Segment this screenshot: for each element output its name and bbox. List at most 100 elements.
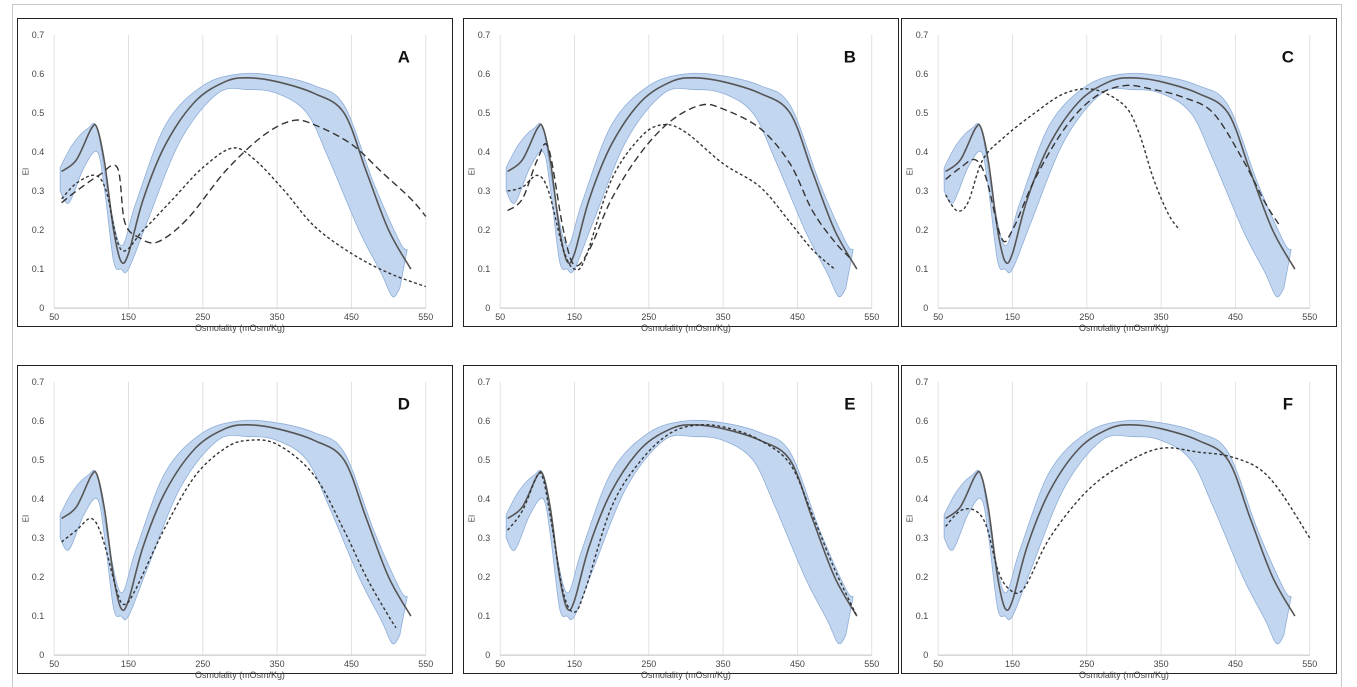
y-tick-label: 0.6 [478, 69, 490, 79]
y-tick-label: 0.7 [478, 30, 490, 40]
x-tick-label: 450 [790, 312, 805, 322]
y-tick-label: 0.3 [32, 533, 44, 543]
reference-band [59, 72, 408, 298]
x-tick-label: 550 [864, 659, 879, 669]
y-tick-label: 0 [39, 303, 44, 313]
x-tick-label: 550 [418, 312, 433, 322]
reference-median-line [507, 77, 858, 270]
x-tick-label: 550 [1302, 312, 1317, 322]
y-tick-label: 0.5 [916, 455, 928, 465]
y-tick-label: 0.1 [916, 264, 928, 274]
y-tick-label: 0.2 [916, 225, 928, 235]
x-tick-label: 250 [641, 659, 656, 669]
y-tick-label: 0 [39, 650, 44, 660]
y-tick-label: 0.2 [916, 572, 928, 582]
x-tick-label: 350 [716, 659, 731, 669]
series-line-short-dash [507, 123, 836, 271]
panel-label-e: E [844, 395, 855, 414]
x-tick-label: 250 [1079, 312, 1094, 322]
y-axis-label: EI [467, 168, 476, 176]
y-axis-label: EI [467, 515, 476, 523]
y-tick-label: 0.2 [32, 572, 44, 582]
y-tick-label: 0.2 [32, 225, 44, 235]
y-tick-label: 0.5 [32, 108, 44, 118]
x-tick-label: 450 [1228, 659, 1243, 669]
y-tick-label: 0.4 [478, 494, 490, 504]
figure-frame [12, 4, 1342, 687]
x-tick-label: 50 [933, 312, 943, 322]
x-tick-label: 150 [121, 312, 136, 322]
reference-median-line [945, 424, 1296, 617]
y-tick-label: 0.4 [916, 147, 928, 157]
panel-label-d: D [398, 395, 410, 414]
x-axis-label: Osmolality (mOsm/Kg) [195, 670, 285, 680]
y-tick-label: 0.7 [916, 30, 928, 40]
x-tick-label: 450 [344, 659, 359, 669]
y-tick-label: 0.5 [478, 455, 490, 465]
y-tick-label: 0.5 [32, 455, 44, 465]
x-tick-label: 150 [121, 659, 136, 669]
chart-panel-e: 50 150 250 350 450 550 0 0.1 0.2 0.3 0.4 0.5 0.6 0.7 O… [463, 365, 899, 680]
y-tick-label: 0.1 [478, 611, 490, 621]
y-tick-label: 0.5 [478, 108, 490, 118]
y-tick-label: 0.4 [916, 494, 928, 504]
panel-label-b: B [844, 48, 856, 67]
reference-band [59, 419, 408, 645]
y-axis-label: EI [905, 515, 914, 523]
y-tick-label: 0.6 [32, 69, 44, 79]
series-line-short-dash [61, 147, 426, 288]
series-line-short-dash [61, 439, 397, 629]
x-axis-label: Osmolality (mOsm/Kg) [1079, 670, 1169, 680]
y-tick-label: 0.3 [478, 533, 490, 543]
y-axis-label: EI [905, 168, 914, 176]
y-tick-label: 0.6 [32, 416, 44, 426]
reference-band [943, 419, 1292, 645]
x-tick-label: 50 [495, 659, 505, 669]
y-tick-label: 0.7 [916, 377, 928, 387]
y-tick-label: 0.4 [32, 494, 44, 504]
series-line-short-dash [945, 447, 1311, 595]
y-tick-label: 0.3 [478, 186, 490, 196]
y-tick-label: 0 [923, 303, 928, 313]
y-tick-label: 0.4 [32, 147, 44, 157]
y-tick-label: 0.2 [478, 572, 490, 582]
series-line-short-dash [507, 424, 858, 617]
chart-panel-a: 50 150 250 350 450 550 0 0.1 0.2 0.3 0.4 0.5 0.6 0.7 O… [17, 18, 453, 333]
y-tick-label: 0.5 [916, 108, 928, 118]
y-tick-label: 0.7 [478, 377, 490, 387]
reference-median-line [507, 424, 858, 617]
y-tick-label: 0.6 [916, 69, 928, 79]
chart-panel-d: 50 150 250 350 450 550 0 0.1 0.2 0.3 0.4 0.5 0.6 0.7 O… [17, 365, 453, 680]
x-axis-label: Osmolality (mOsm/Kg) [641, 670, 731, 680]
y-tick-label: 0.1 [32, 611, 44, 621]
chart-panel-c: 50 150 250 350 450 550 0 0.1 0.2 0.3 0.4 0.5 0.6 0.7 O… [901, 18, 1337, 333]
y-tick-label: 0.6 [916, 416, 928, 426]
reference-band [943, 72, 1292, 298]
x-tick-label: 450 [1228, 312, 1243, 322]
y-tick-label: 0 [923, 650, 928, 660]
y-tick-label: 0 [485, 650, 490, 660]
x-tick-label: 350 [716, 312, 731, 322]
reference-median-line [61, 77, 412, 270]
series-line-long-dash [507, 103, 851, 267]
y-tick-label: 0.2 [478, 225, 490, 235]
reference-band [505, 419, 854, 645]
x-tick-label: 150 [567, 312, 582, 322]
series-line-long-dash [945, 84, 1281, 243]
y-tick-label: 0.3 [32, 186, 44, 196]
y-tick-label: 0.1 [478, 264, 490, 274]
x-tick-label: 250 [1079, 659, 1094, 669]
panel-label-c: C [1282, 48, 1294, 67]
y-tick-label: 0.1 [32, 264, 44, 274]
x-tick-label: 550 [1302, 659, 1317, 669]
y-axis-label: EI [21, 168, 30, 176]
y-tick-label: 0.3 [916, 533, 928, 543]
reference-median-line [945, 77, 1296, 270]
x-tick-label: 250 [195, 312, 210, 322]
y-tick-label: 0.7 [32, 377, 44, 387]
chart-panel-f: 50 150 250 350 450 550 0 0.1 0.2 0.3 0.4 0.5 0.6 0.7 O… [901, 365, 1337, 680]
x-tick-label: 350 [270, 312, 285, 322]
y-tick-label: 0.4 [478, 147, 490, 157]
x-tick-label: 250 [195, 659, 210, 669]
x-tick-label: 350 [270, 659, 285, 669]
